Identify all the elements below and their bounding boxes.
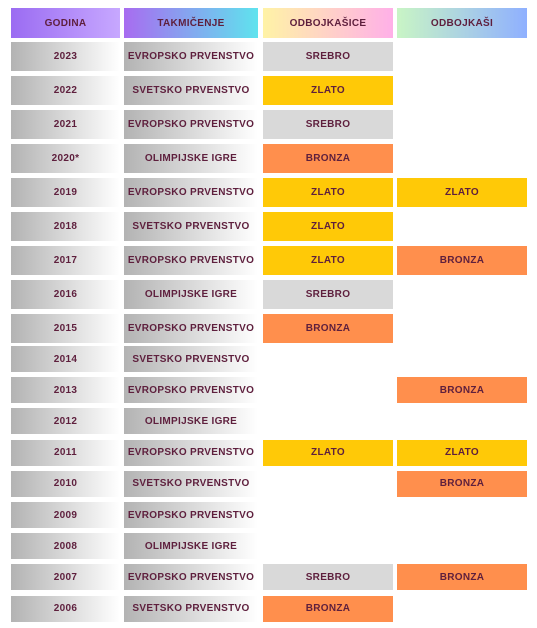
year-cell: 2013	[11, 377, 120, 404]
competition-cell: EVROPSKO PRVENSTVO	[124, 502, 258, 528]
medal-cell: BRONZA	[263, 144, 393, 173]
medal-cell: SREBRO	[263, 280, 393, 309]
competition-cell: EVROPSKO PRVENSTVO	[124, 439, 258, 466]
year-cell: 2023	[11, 42, 120, 71]
medal-cell: ZLATO	[263, 76, 393, 105]
year-cell: 2015	[11, 314, 120, 343]
medal-cell: SREBRO	[263, 42, 393, 71]
competition-cell: EVROPSKO PRVENSTVO	[124, 314, 258, 343]
year-cell: 2016	[11, 280, 120, 309]
medal-cell: ZLATO	[263, 178, 393, 207]
competition-cell: SVETSKO PRVENSTVO	[124, 470, 258, 497]
competition-cell: OLIMPIJSKE IGRE	[124, 144, 258, 173]
header-cell: ODBOJKAŠI	[397, 8, 527, 38]
medal-cell: ZLATO	[397, 178, 527, 207]
medal-cell: SREBRO	[263, 110, 393, 139]
competition-cell: EVROPSKO PRVENSTVO	[124, 564, 258, 591]
competition-cell: EVROPSKO PRVENSTVO	[124, 377, 258, 404]
competition-cell: SVETSKO PRVENSTVO	[124, 595, 258, 622]
medal-cell: ZLATO	[263, 246, 393, 275]
medal-cell: ZLATO	[263, 212, 393, 241]
medal-cell: BRONZA	[263, 595, 393, 622]
medal-cell: BRONZA	[263, 314, 393, 343]
year-cell: 2010	[11, 470, 120, 497]
year-cell: 2021	[11, 110, 120, 139]
year-cell: 2020*	[11, 144, 120, 173]
year-cell: 2007	[11, 564, 120, 591]
header-cell: GODINA	[11, 8, 120, 38]
medal-cell: SREBRO	[263, 564, 393, 591]
competition-cell: SVETSKO PRVENSTVO	[124, 212, 258, 241]
year-cell: 2022	[11, 76, 120, 105]
competition-cell: OLIMPIJSKE IGRE	[124, 408, 258, 435]
competition-cell: EVROPSKO PRVENSTVO	[124, 178, 258, 207]
competition-cell: EVROPSKO PRVENSTVO	[124, 42, 258, 71]
competition-cell: OLIMPIJSKE IGRE	[124, 280, 258, 309]
medal-cell: BRONZA	[397, 246, 527, 275]
competition-cell: EVROPSKO PRVENSTVO	[124, 110, 258, 139]
medal-cell: BRONZA	[397, 564, 527, 591]
header-cell: TAKMIČENJE	[124, 8, 258, 38]
year-cell: 2006	[11, 595, 120, 622]
competition-cell: EVROPSKO PRVENSTVO	[124, 246, 258, 275]
competition-cell: SVETSKO PRVENSTVO	[124, 76, 258, 105]
year-cell: 2018	[11, 212, 120, 241]
medal-cell: BRONZA	[397, 470, 527, 497]
competition-cell: OLIMPIJSKE IGRE	[124, 533, 258, 560]
medal-cell: ZLATO	[263, 439, 393, 466]
medal-cell: BRONZA	[397, 377, 527, 404]
year-cell: 2017	[11, 246, 120, 275]
year-cell: 2019	[11, 178, 120, 207]
header-cell: ODBOJKAŠICE	[263, 8, 393, 38]
year-cell: 2012	[11, 408, 120, 435]
year-cell: 2014	[11, 346, 120, 372]
year-cell: 2011	[11, 439, 120, 466]
medal-cell: ZLATO	[397, 439, 527, 466]
competition-cell: SVETSKO PRVENSTVO	[124, 346, 258, 372]
year-cell: 2008	[11, 533, 120, 560]
year-cell: 2009	[11, 502, 120, 528]
